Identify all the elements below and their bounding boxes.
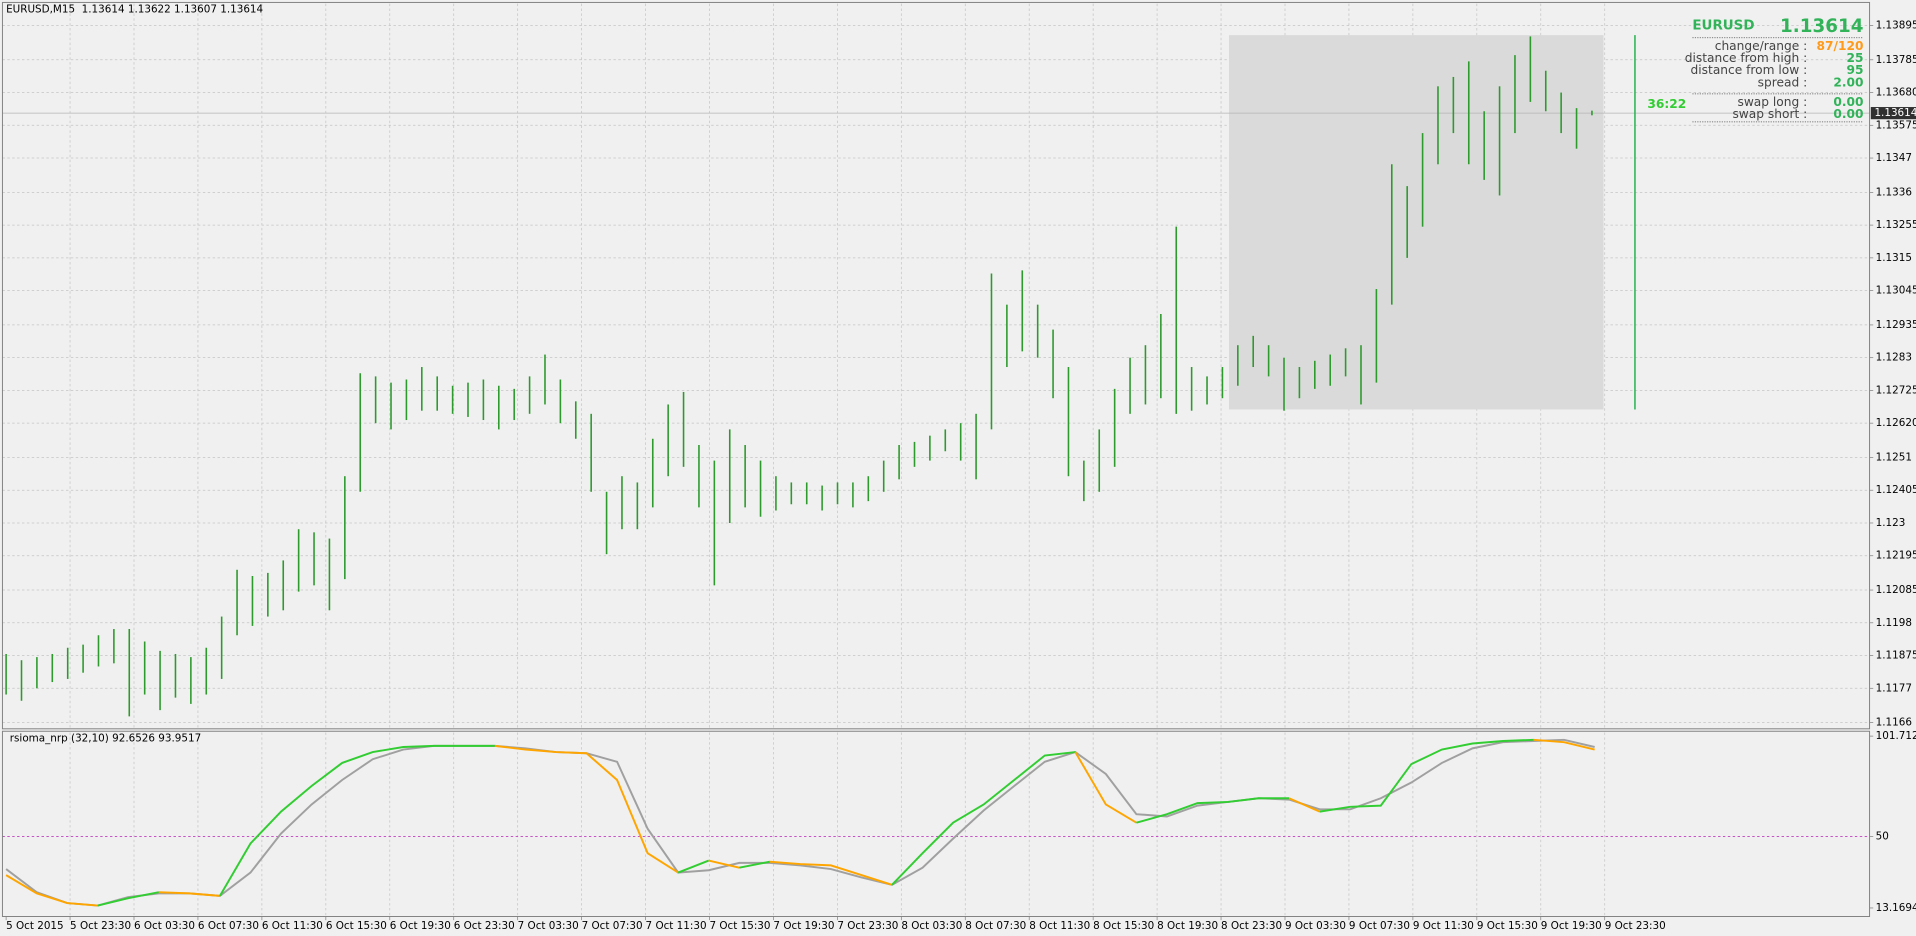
y-tick-label: 1.1315: [1876, 252, 1912, 264]
panel-row-value: 0.00: [1833, 107, 1863, 121]
indicator-line-falling: [708, 859, 740, 869]
x-tick-label: 9 Oct 19:30: [1541, 920, 1602, 932]
y-tick-label: 1.12935: [1876, 319, 1916, 331]
x-tick-label: 8 Oct 11:30: [1029, 920, 1090, 932]
y-tick-label: 1.12725: [1876, 384, 1916, 396]
y-tick-label: 1.13680: [1876, 87, 1916, 99]
y-tick-label: 1.13575: [1876, 119, 1916, 131]
panel-row-value: 95: [1846, 63, 1863, 77]
panel-symbol: EURUSD: [1692, 19, 1754, 34]
y-tick-label: 13.1694: [1876, 902, 1916, 914]
y-tick-label: 1.12620: [1876, 417, 1916, 429]
panel-row-label: change/range :: [1715, 39, 1808, 53]
y-tick-label: 1.1177: [1876, 682, 1912, 694]
x-tick-label: 8 Oct 19:30: [1157, 920, 1218, 932]
panel-row-label: spread :: [1758, 75, 1808, 89]
x-tick-label: 9 Oct 15:30: [1477, 920, 1538, 932]
x-tick-label: 6 Oct 19:30: [390, 920, 451, 932]
y-tick-label: 1.12405: [1876, 484, 1916, 496]
indicator-line-rising: [891, 751, 1076, 886]
y-tick-label: 1.1198: [1876, 617, 1912, 629]
panel-row-value: 2.00: [1833, 75, 1863, 89]
x-tick-label: 7 Oct 23:30: [837, 920, 898, 932]
y-tick-label: 1.1336: [1876, 186, 1912, 198]
indicator-line-falling: [5, 874, 98, 907]
indicator-line-rising: [677, 859, 710, 874]
sub-panel-frame: [1, 730, 1871, 917]
indicator-line-rising: [739, 860, 771, 869]
y-tick-label: 1.13255: [1876, 219, 1916, 231]
back-layer: [2, 3, 1870, 916]
x-tick-label: 9 Oct 23:30: [1605, 920, 1666, 932]
indicator-line-falling: [158, 891, 221, 897]
x-tick-label: 6 Oct 07:30: [198, 920, 259, 932]
y-tick-label: 1.1166: [1876, 717, 1912, 729]
x-tick-label: 8 Oct 07:30: [965, 920, 1026, 932]
indicator-line-rising: [219, 744, 495, 897]
x-tick-label: 7 Oct 15:30: [709, 920, 770, 932]
panel-row-label: swap short :: [1732, 107, 1807, 121]
bar-timer: 36:22: [1647, 97, 1686, 111]
x-tick-label: 8 Oct 23:30: [1221, 920, 1282, 932]
x-tick-label: 6 Oct 03:30: [134, 920, 195, 932]
info-panel: EURUSD 1.13614 change/range : 87/120 distanc…: [1685, 16, 1864, 123]
panel-row-label: swap long :: [1737, 95, 1807, 109]
panel-row-value: 25: [1846, 51, 1863, 65]
panel-row-value: 87/120: [1817, 39, 1864, 53]
y-tick-label: 101.712: [1876, 730, 1916, 742]
chart-title: EURUSD,M15 1.13614 1.13622 1.13607 1.136…: [6, 4, 263, 16]
indicator-line-falling: [1288, 797, 1321, 813]
indicator-line-falling: [769, 860, 893, 886]
x-tick-label: 9 Oct 11:30: [1413, 920, 1474, 932]
y-tick-label: 50: [1876, 830, 1889, 842]
panel-price: 1.13614: [1780, 16, 1863, 37]
y-tick-label: 1.123: [1876, 517, 1906, 529]
y-tick-label: 1.13895: [1876, 19, 1916, 31]
y-tick-label: 1.1251: [1876, 451, 1912, 463]
y-tick-label: 1.12195: [1876, 550, 1916, 562]
x-tick-label: 8 Oct 03:30: [901, 920, 962, 932]
x-tick-label: 7 Oct 03:30: [518, 920, 579, 932]
x-tick-label: 7 Oct 07:30: [582, 920, 643, 932]
x-tick-label: 6 Oct 23:30: [454, 920, 515, 932]
indicator-title: rsioma_nrp (32,10) 92.6526 93.9517: [10, 733, 201, 745]
panel-row-value: 0.00: [1833, 95, 1863, 109]
day-range-box: [1228, 35, 1604, 410]
last-price-label: 1.13614: [1874, 107, 1916, 119]
x-tick-label: 7 Oct 11:30: [646, 920, 707, 932]
main-panel-frame: [1, 1, 1871, 730]
indicator-line-falling: [494, 744, 679, 874]
y-tick-label: 1.13045: [1876, 285, 1916, 297]
y-tick-label: 1.1283: [1876, 352, 1912, 364]
indicator-line-falling: [1533, 738, 1595, 751]
x-tick-label: 9 Oct 03:30: [1285, 920, 1346, 932]
y-tick-label: 1.11875: [1876, 650, 1916, 662]
indicator-line-rising: [1319, 738, 1534, 813]
panel-row-label: distance from low :: [1691, 63, 1808, 77]
x-tick-label: 6 Oct 15:30: [326, 920, 387, 932]
y-tick-label: 1.1347: [1876, 152, 1912, 164]
y-tick-label: 1.12085: [1876, 584, 1916, 596]
indicator-line-rising: [97, 891, 160, 907]
indicator-line-rising: [1136, 797, 1290, 824]
x-tick-label: 5 Oct 23:30: [70, 920, 131, 932]
x-tick-label: 5 Oct 2015: [6, 920, 64, 932]
x-tick-label: 9 Oct 07:30: [1349, 920, 1410, 932]
y-tick-label: 1.13785: [1876, 54, 1916, 66]
x-tick-label: 8 Oct 15:30: [1093, 920, 1154, 932]
panel-row-label: distance from high :: [1685, 51, 1807, 65]
x-tick-label: 7 Oct 19:30: [773, 920, 834, 932]
x-tick-label: 6 Oct 11:30: [262, 920, 323, 932]
indicator-line-falling: [1074, 751, 1137, 824]
main-layer: 5 Oct 2015 5 Oct 23:30 6 Oct 03:30 6 Oct 07…: [5, 19, 1916, 932]
last-price-box: [1870, 107, 1916, 120]
